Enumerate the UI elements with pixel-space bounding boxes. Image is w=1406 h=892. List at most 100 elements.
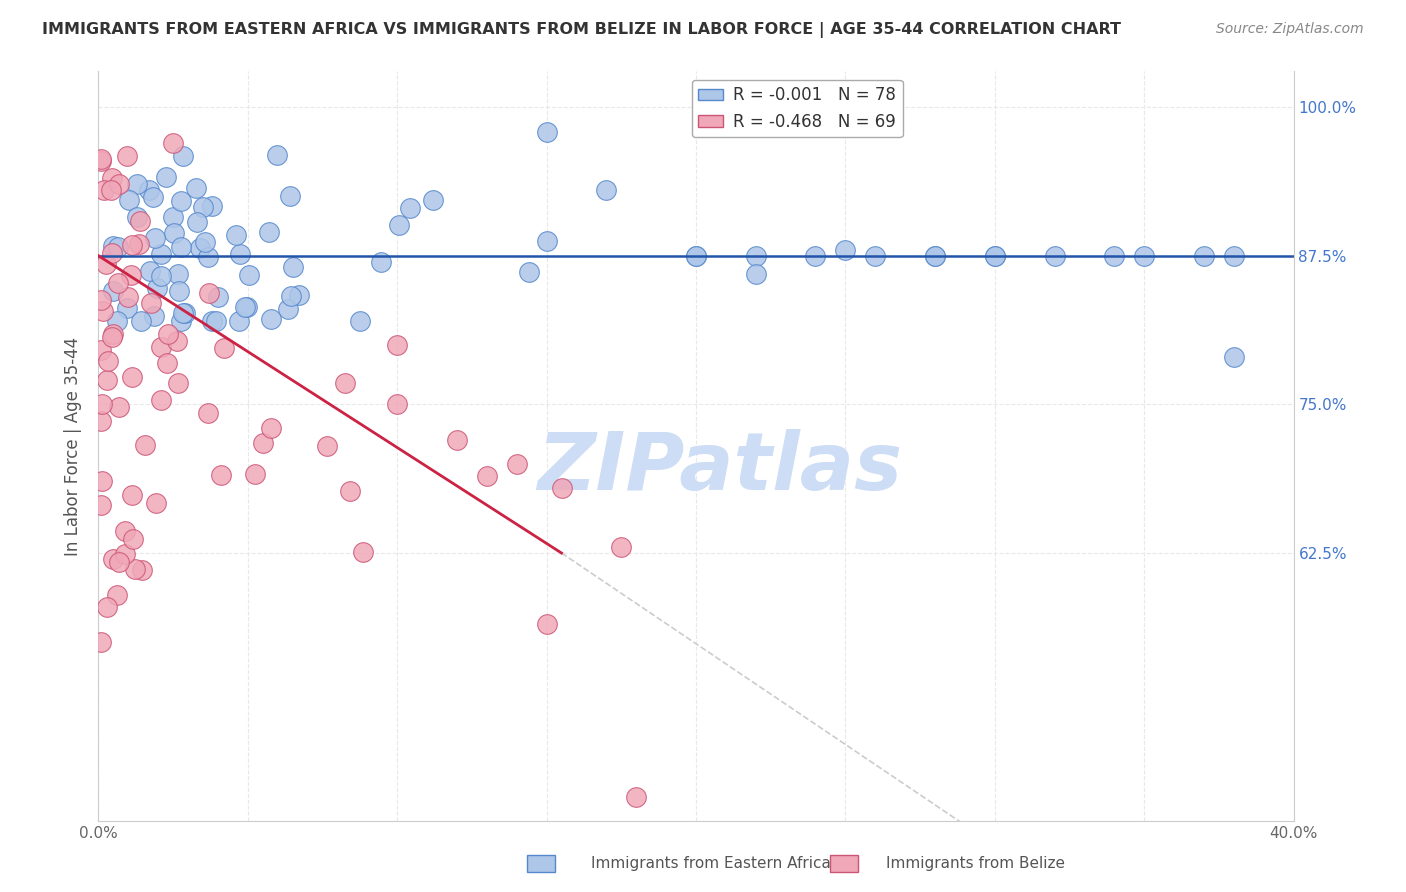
Point: [90, 413, 112, 427]
Point: [924, 249, 946, 263]
Point: [260, 311, 283, 326]
Point: [90, 498, 112, 512]
Point: [105, 313, 128, 327]
Point: [283, 260, 305, 274]
Point: [125, 178, 148, 192]
Point: [1104, 249, 1126, 263]
Point: [172, 149, 194, 163]
Point: [349, 314, 371, 328]
Point: [150, 246, 173, 260]
Point: [205, 314, 228, 328]
Point: [90, 293, 112, 307]
Point: [197, 250, 219, 264]
Point: [238, 268, 260, 282]
Point: [370, 254, 392, 268]
Point: [124, 562, 146, 576]
Point: [170, 240, 193, 254]
Point: [162, 136, 184, 150]
Point: [96, 599, 118, 614]
Point: [229, 247, 252, 261]
Point: [101, 246, 124, 260]
Point: [209, 468, 232, 483]
Point: [134, 438, 156, 452]
Point: [388, 218, 411, 232]
Point: [243, 467, 266, 481]
Point: [103, 284, 125, 298]
Point: [191, 200, 214, 214]
Point: [626, 789, 648, 804]
Point: [252, 436, 274, 450]
Point: [167, 376, 190, 390]
Point: [97, 353, 120, 368]
Point: [128, 236, 150, 251]
Point: [422, 193, 444, 207]
Point: [145, 230, 167, 244]
Point: [145, 281, 167, 295]
Point: [166, 334, 188, 348]
Point: [117, 290, 139, 304]
Point: [595, 183, 617, 197]
Point: [139, 296, 162, 310]
Point: [536, 617, 558, 632]
Point: [90, 153, 112, 168]
Point: [91, 475, 114, 489]
Point: [385, 397, 409, 411]
Point: [143, 309, 166, 323]
Point: [745, 267, 768, 281]
Point: [475, 468, 498, 483]
Point: [101, 552, 124, 566]
Point: [121, 238, 143, 252]
Point: [550, 481, 572, 495]
Point: [120, 268, 142, 283]
Point: [536, 125, 558, 139]
Point: [316, 439, 339, 453]
Point: [201, 199, 224, 213]
Point: [156, 356, 179, 370]
Point: [115, 149, 138, 163]
Point: [96, 373, 118, 387]
Point: [685, 249, 707, 263]
Point: [745, 249, 768, 263]
Point: [115, 301, 138, 315]
Point: [865, 249, 887, 263]
Point: [90, 343, 112, 358]
Point: [225, 228, 247, 243]
Point: [610, 540, 633, 554]
Point: [162, 211, 184, 225]
Point: [173, 306, 195, 320]
Point: [167, 284, 190, 298]
Point: [339, 483, 361, 498]
Point: [212, 341, 235, 355]
Point: [194, 235, 217, 250]
Point: [103, 239, 125, 253]
Point: [506, 457, 529, 471]
Point: [197, 285, 219, 300]
Point: [280, 288, 302, 302]
Point: [233, 301, 256, 315]
Point: [128, 213, 150, 227]
Point: [142, 189, 165, 203]
Point: [1192, 249, 1215, 263]
Legend: R = -0.001   N = 78, R = -0.468   N = 69: R = -0.001 N = 78, R = -0.468 N = 69: [692, 79, 903, 137]
Text: Immigrants from Belize: Immigrants from Belize: [886, 856, 1064, 871]
Point: [536, 234, 558, 248]
Point: [139, 263, 162, 277]
Point: [1133, 249, 1156, 263]
Text: IMMIGRANTS FROM EASTERN AFRICA VS IMMIGRANTS FROM BELIZE IN LABOR FORCE | AGE 35: IMMIGRANTS FROM EASTERN AFRICA VS IMMIGR…: [42, 22, 1121, 38]
Point: [352, 544, 374, 558]
Point: [186, 215, 208, 229]
Point: [804, 249, 827, 263]
Point: [984, 249, 1007, 263]
Point: [107, 240, 129, 254]
Point: [145, 496, 167, 510]
Point: [90, 397, 112, 411]
Point: [277, 302, 299, 317]
Point: [287, 288, 309, 302]
Point: [519, 265, 541, 279]
Point: [335, 376, 357, 391]
Point: [201, 314, 224, 328]
Point: [278, 189, 301, 203]
Point: [257, 225, 280, 239]
Point: [122, 532, 145, 546]
Point: [150, 268, 173, 283]
